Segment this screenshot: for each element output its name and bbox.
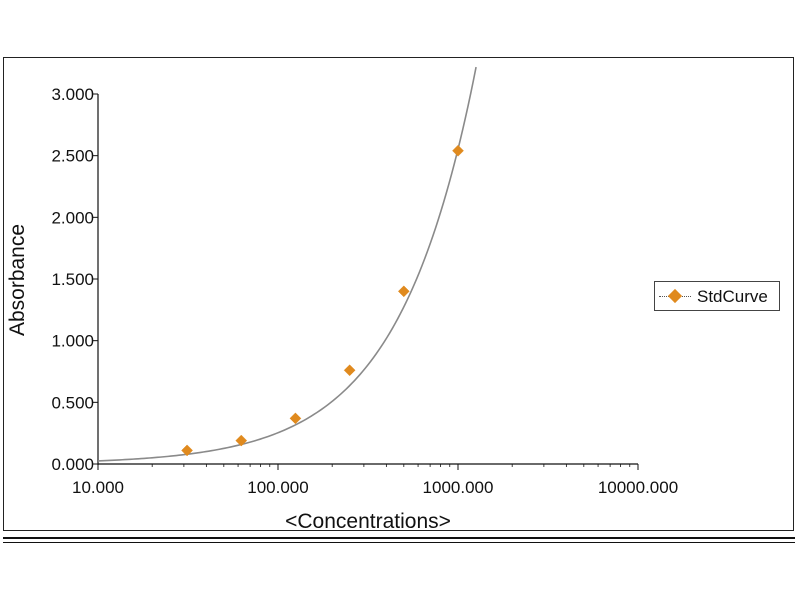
y-tick-label: 3.000 [51, 85, 94, 104]
legend: StdCurve [654, 281, 780, 311]
legend-diamond-icon [667, 288, 683, 304]
legend-label: StdCurve [697, 287, 768, 306]
y-tick-label: 1.500 [51, 270, 94, 289]
x-tick-label: 10.000 [72, 478, 124, 497]
fit-curve-path [97, 66, 477, 462]
data-point [452, 144, 464, 157]
y-tick-label: 0.000 [51, 455, 94, 474]
x-tick-label: 100.000 [247, 478, 308, 497]
data-point [235, 434, 248, 447]
y-tick-label: 2.000 [51, 208, 94, 227]
data-point [343, 364, 356, 377]
x-tick-label: 1000.000 [423, 478, 494, 497]
x-axis-title: <Concentrations> [285, 510, 451, 533]
chart-frame [3, 57, 794, 531]
data-point [397, 285, 410, 298]
y-axis-title: Absorbance [6, 224, 29, 336]
divider-line [3, 542, 795, 543]
y-tick-label: 1.000 [51, 332, 94, 351]
y-tick-label: 2.500 [51, 147, 94, 166]
axes: 0.000 0.500 1.000 1.500 2.000 2.500 3.000 10.00… [51, 85, 678, 497]
data-point [289, 412, 302, 425]
data-points [181, 144, 464, 457]
fit-curve [97, 66, 477, 462]
data-point [181, 444, 193, 457]
divider-line [3, 537, 795, 539]
y-tick-label: 0.500 [51, 393, 94, 412]
x-tick-label: 10000.000 [598, 478, 678, 497]
